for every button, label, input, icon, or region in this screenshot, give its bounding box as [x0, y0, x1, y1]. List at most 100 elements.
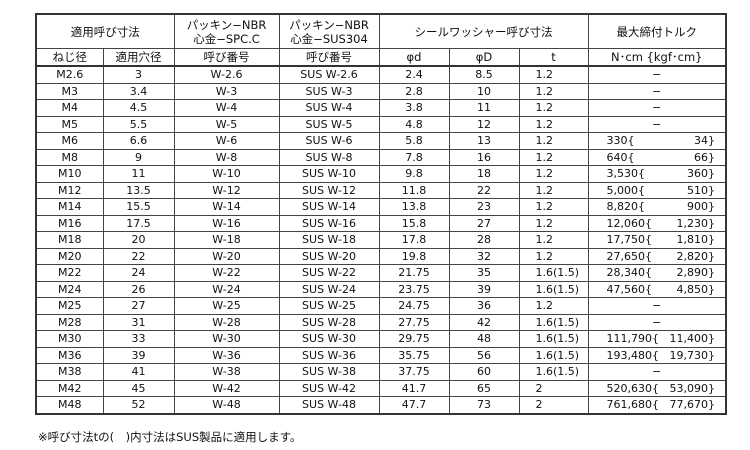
table-row: M3 3.4 W-3 SUS W-3 2.8 10 1.2− [35, 82, 727, 100]
cell-hole: 15.5 [102, 198, 175, 216]
cell-num-sus: SUS W-24 [278, 280, 380, 298]
table-row: M5 5.5 W-5 SUS W-5 4.8 12 1.2− [35, 115, 727, 133]
cell-hole: 3.4 [102, 82, 175, 100]
cell-thread: M24 [35, 280, 104, 298]
cell-t: 1.6(1.5) [518, 280, 589, 298]
cell-t: 1.2 [518, 198, 589, 216]
cell-d: 37.75 [378, 363, 450, 381]
cell-t: 1.2 [518, 65, 589, 84]
cell-num-sus: SUS W-25 [278, 297, 380, 315]
torque-kgfcm: 900} [687, 200, 715, 214]
cell-d: 2.4 [378, 65, 450, 84]
cell-D: 32 [448, 247, 520, 265]
cell-t: 1.2 [518, 148, 589, 166]
cell-hole: 6.6 [102, 132, 175, 150]
cell-num-spc: W-6 [173, 132, 280, 150]
cell-thread: M22 [35, 264, 104, 282]
cell-torque: 17,750{1,810} [587, 231, 727, 249]
cell-num-sus: SUS W-12 [278, 181, 380, 199]
header-applied-size: 適用呼び寸法 [35, 13, 175, 49]
cell-hole: 41 [102, 363, 175, 381]
cell-D: 65 [448, 379, 520, 397]
cell-D: 8.5 [448, 65, 520, 84]
cell-d: 5.8 [378, 132, 450, 150]
cell-t: 1.2 [518, 165, 589, 183]
cell-t: 1.2 [518, 247, 589, 265]
col-t: t [518, 48, 589, 67]
cell-torque: − [587, 313, 727, 331]
cell-d: 47.7 [378, 396, 450, 414]
cell-d: 41.7 [378, 379, 450, 397]
cell-num-spc: W-18 [173, 231, 280, 249]
col-hole: 適用穴径 [102, 48, 175, 67]
cell-t: 1.2 [518, 99, 589, 117]
cell-d: 11.8 [378, 181, 450, 199]
cell-hole: 17.5 [102, 214, 175, 232]
table-row: M4 4.5 W-4 SUS W-4 3.8 11 1.2− [35, 99, 727, 117]
cell-thread: M4 [35, 99, 104, 117]
cell-num-spc: W-12 [173, 181, 280, 199]
cell-torque: 28,340{2,890} [587, 264, 727, 282]
cell-D: 73 [448, 396, 520, 414]
col-thread: ねじ径 [35, 48, 104, 67]
cell-num-spc: W-14 [173, 198, 280, 216]
cell-thread: M18 [35, 231, 104, 249]
cell-num-spc: W-36 [173, 346, 280, 364]
cell-num-spc: W-25 [173, 297, 280, 315]
cell-D: 22 [448, 181, 520, 199]
cell-hole: 33 [102, 330, 175, 348]
cell-num-spc: W-16 [173, 214, 280, 232]
torque-kgfcm: 66} [694, 150, 715, 164]
seal-washer-spec-table: 適用呼び寸法 パッキン−NBR 心金−SPC.C パッキン−NBR 心金−SUS… [35, 13, 727, 415]
cell-thread: M2.6 [35, 65, 104, 84]
cell-D: 12 [448, 115, 520, 133]
cell-num-sus: SUS W-10 [278, 165, 380, 183]
cell-num-spc: W-8 [173, 148, 280, 166]
cell-D: 27 [448, 214, 520, 232]
cell-num-spc: W-5 [173, 115, 280, 133]
cell-num-sus: SUS W-4 [278, 99, 380, 117]
cell-d: 29.75 [378, 330, 450, 348]
torque-kgfcm: 2,820} [676, 249, 716, 263]
torque-ncm: 28,340{ [606, 266, 653, 280]
cell-torque: 761,680{77,670} [587, 396, 727, 414]
cell-thread: M38 [35, 363, 104, 381]
table-row: M30 33 W-30 SUS W-30 29.75 48 1.6(1.5) 111,790{… [35, 330, 727, 348]
cell-hole: 13.5 [102, 181, 175, 199]
cell-thread: M3 [35, 82, 104, 100]
cell-num-sus: SUS W-14 [278, 198, 380, 216]
table-row: M10 11 W-10 SUS W-10 9.8 18 1.2 3,530{360} [35, 165, 727, 183]
cell-D: 39 [448, 280, 520, 298]
table-row: M22 24 W-22 SUS W-22 21.75 35 1.6(1.5) 28,340{2… [35, 264, 727, 282]
cell-num-sus: SUS W-42 [278, 379, 380, 397]
table-row: M16 17.5 W-16 SUS W-16 15.8 27 1.2 12,060{1,230… [35, 214, 727, 232]
cell-torque: 27,650{2,820} [587, 247, 727, 265]
cell-num-spc: W-4 [173, 99, 280, 117]
cell-num-sus: SUS W-28 [278, 313, 380, 331]
table-row: M6 6.6 W-6 SUS W-6 5.8 13 1.2 330{34} [35, 132, 727, 150]
torque-ncm: 193,480{ [606, 348, 660, 362]
cell-d: 24.75 [378, 297, 450, 315]
cell-num-spc: W-22 [173, 264, 280, 282]
cell-t: 1.6(1.5) [518, 330, 589, 348]
cell-hole: 39 [102, 346, 175, 364]
cell-d: 3.8 [378, 99, 450, 117]
cell-thread: M28 [35, 313, 104, 331]
table-row: M28 31 W-28 SUS W-28 27.75 42 1.6(1.5) − [35, 313, 727, 331]
cell-torque: − [587, 297, 727, 315]
cell-hole: 20 [102, 231, 175, 249]
cell-hole: 9 [102, 148, 175, 166]
torque-ncm: 17,750{ [606, 233, 653, 247]
cell-D: 23 [448, 198, 520, 216]
cell-num-sus: SUS W-38 [278, 363, 380, 381]
cell-D: 48 [448, 330, 520, 348]
table-row: M25 27 W-25 SUS W-25 24.75 36 1.2− [35, 297, 727, 315]
cell-num-sus: SUS W-5 [278, 115, 380, 133]
torque-kgfcm: 1,230} [676, 216, 716, 230]
cell-d: 23.75 [378, 280, 450, 298]
cell-num-spc: W-20 [173, 247, 280, 265]
cell-torque: 640{66} [587, 148, 727, 166]
cell-D: 11 [448, 99, 520, 117]
torque-ncm: 47,560{ [606, 282, 653, 296]
torque-kgfcm: 19,730} [669, 348, 716, 362]
